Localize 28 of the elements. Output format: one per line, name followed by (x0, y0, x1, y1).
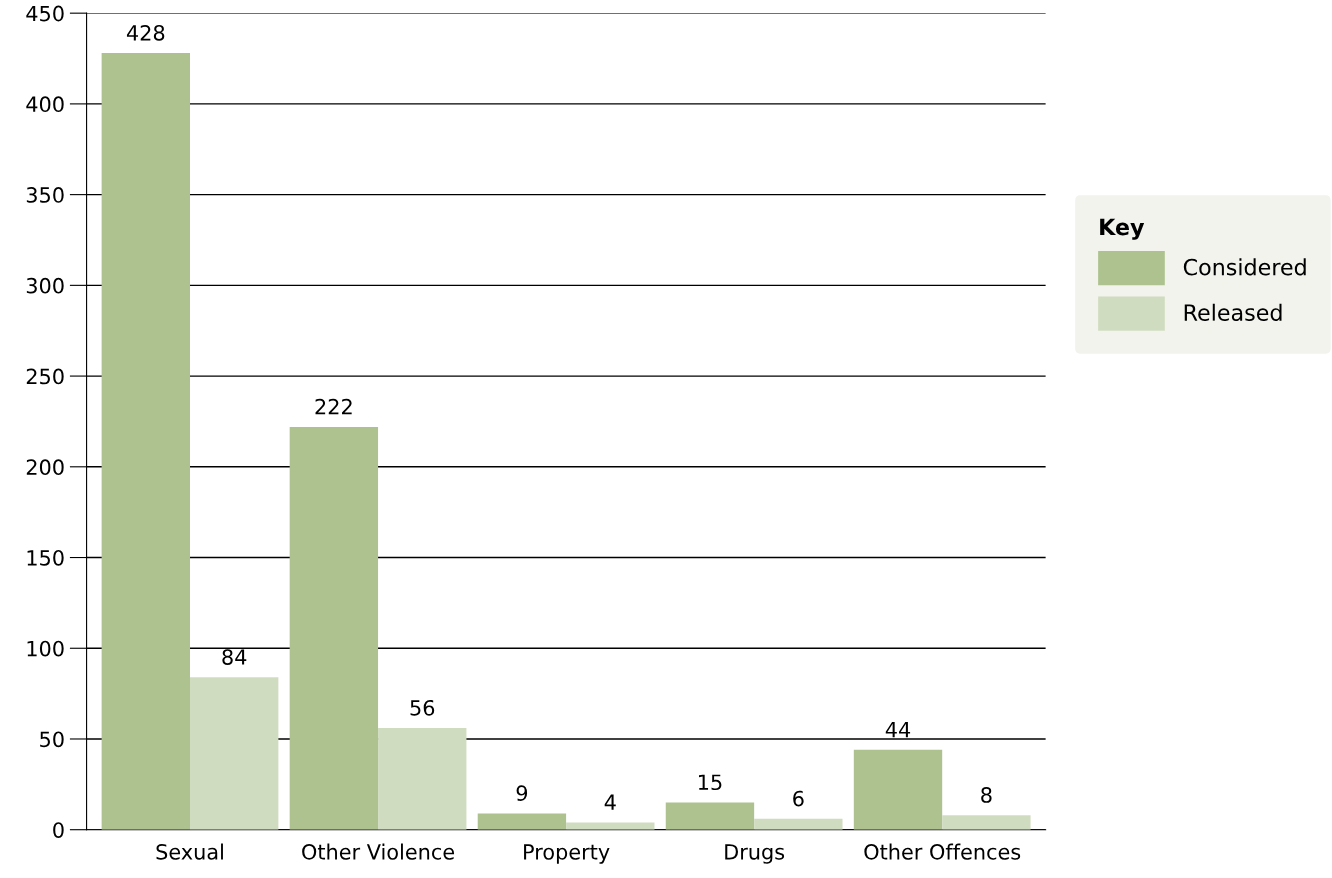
data-label: 428 (126, 24, 165, 41)
y-tick-label: 250 (26, 368, 64, 385)
y-tick-label: 0 (53, 822, 64, 838)
data-label: 4 (604, 794, 616, 810)
data-label: 56 (410, 699, 435, 716)
data-label: 9 (516, 785, 528, 802)
x-tick-label: Other Offences (864, 843, 1021, 860)
y-tick-label: 150 (27, 549, 64, 566)
data-label: 44 (885, 722, 911, 738)
y-tick-label: 400 (26, 96, 64, 113)
x-tick-label: Property (524, 844, 610, 864)
data-label: 15 (698, 774, 722, 791)
legend-label: Considered (1183, 258, 1306, 276)
x-tick-label: Drugs (725, 844, 785, 864)
legend-title: Key (1100, 218, 1145, 240)
data-label: 222 (315, 398, 352, 415)
y-tick-label: 300 (26, 277, 64, 294)
y-tick-label: 200 (26, 459, 64, 476)
legend-label: Released (1184, 303, 1282, 321)
y-tick-label: 450 (26, 5, 64, 22)
data-label: 8 (981, 787, 992, 803)
data-label: 84 (222, 649, 247, 665)
y-tick-label: 50 (40, 731, 64, 748)
y-tick-label: 100 (27, 640, 64, 657)
x-tick-label: Sexual (156, 843, 223, 860)
y-tick-label: 350 (26, 187, 64, 203)
x-tick-label: Other Violence (302, 843, 455, 860)
data-label: 6 (793, 790, 804, 807)
